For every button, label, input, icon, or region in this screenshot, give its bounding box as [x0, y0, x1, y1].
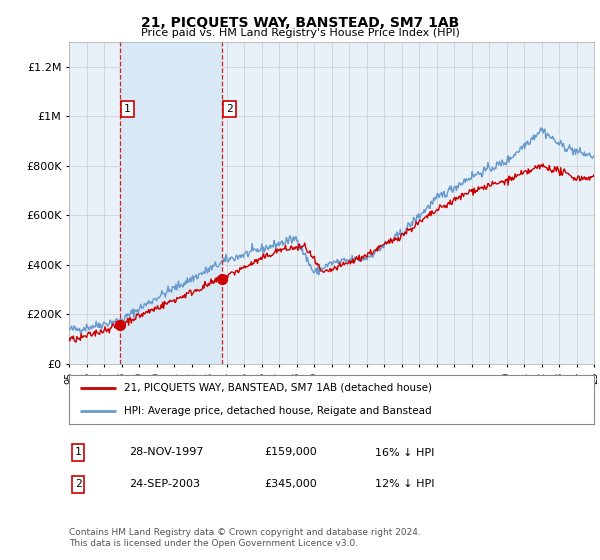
Text: 21, PICQUETS WAY, BANSTEAD, SM7 1AB (detached house): 21, PICQUETS WAY, BANSTEAD, SM7 1AB (det…: [124, 383, 432, 393]
Text: 21, PICQUETS WAY, BANSTEAD, SM7 1AB: 21, PICQUETS WAY, BANSTEAD, SM7 1AB: [141, 16, 459, 30]
Text: 24-SEP-2003: 24-SEP-2003: [129, 479, 200, 489]
Text: £345,000: £345,000: [264, 479, 317, 489]
Text: 16% ↓ HPI: 16% ↓ HPI: [375, 447, 434, 458]
Text: Price paid vs. HM Land Registry's House Price Index (HPI): Price paid vs. HM Land Registry's House …: [140, 28, 460, 38]
Text: 1: 1: [74, 447, 82, 458]
Text: 28-NOV-1997: 28-NOV-1997: [129, 447, 203, 458]
Bar: [120, 42, 222, 364]
Text: 12% ↓ HPI: 12% ↓ HPI: [375, 479, 434, 489]
Text: £159,000: £159,000: [264, 447, 317, 458]
Point: [217, 274, 227, 283]
Text: 2: 2: [226, 104, 233, 114]
Text: Contains HM Land Registry data © Crown copyright and database right 2024.
This d: Contains HM Land Registry data © Crown c…: [69, 528, 421, 548]
Text: HPI: Average price, detached house, Reigate and Banstead: HPI: Average price, detached house, Reig…: [124, 405, 432, 416]
Text: 2: 2: [74, 479, 82, 489]
Text: 1: 1: [124, 104, 131, 114]
Point: [115, 320, 125, 329]
